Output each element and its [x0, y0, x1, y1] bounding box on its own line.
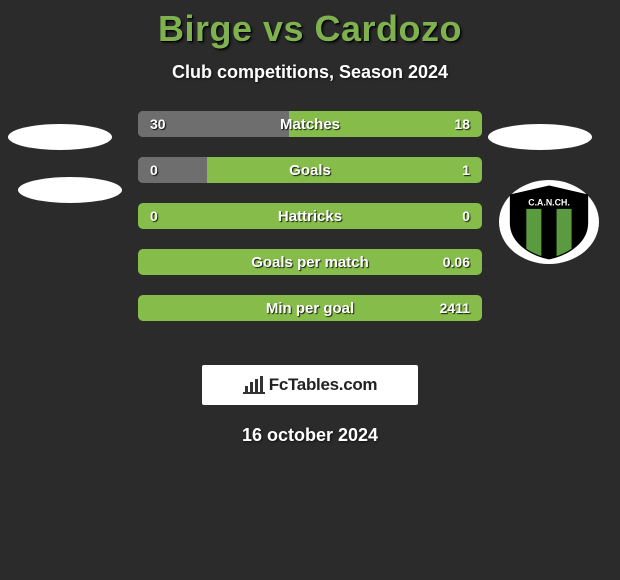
brand-text: FcTables.com — [269, 375, 378, 395]
stat-value-right: 0.06 — [431, 249, 482, 275]
stat-row: 30 Matches 18 — [138, 111, 482, 137]
left-placeholder-ellipse-1 — [8, 124, 112, 150]
stat-row: 0 Goals 1 — [138, 157, 482, 183]
stat-row: 0 Hattricks 0 — [138, 203, 482, 229]
brand-badge: FcTables.com — [202, 365, 418, 405]
svg-text:C.A.N.CH.: C.A.N.CH. — [528, 197, 570, 207]
right-placeholder-ellipse-1 — [488, 124, 592, 150]
stats-container: C.A.N.CH. 30 Matches 18 0 Goals 1 0 Hattricks 0 G… — [0, 111, 620, 341]
stat-value-left: 30 — [138, 111, 178, 137]
right-team-crest: C.A.N.CH. — [499, 180, 599, 264]
stat-value-right: 1 — [450, 157, 482, 183]
date-label: 16 october 2024 — [242, 425, 378, 446]
stat-label: Hattricks — [278, 208, 342, 225]
stat-value-right: 18 — [442, 111, 482, 137]
stat-label: Matches — [280, 116, 340, 133]
stat-label: Min per goal — [266, 300, 354, 317]
stat-value-left: 0 — [138, 157, 170, 183]
stat-value-right: 2411 — [428, 295, 482, 321]
stat-value-right: 0 — [450, 203, 482, 229]
left-placeholder-ellipse-2 — [18, 177, 122, 203]
stat-row: Min per goal 2411 — [138, 295, 482, 321]
page-title: Birge vs Cardozo — [158, 8, 462, 50]
stat-value-left: 0 — [138, 203, 170, 229]
page-subtitle: Club competitions, Season 2024 — [172, 62, 448, 83]
stat-label: Goals per match — [251, 254, 369, 271]
stat-row: Goals per match 0.06 — [138, 249, 482, 275]
stat-label: Goals — [289, 162, 331, 179]
crest-svg: C.A.N.CH. — [505, 184, 593, 260]
bar-chart-icon — [243, 376, 265, 394]
